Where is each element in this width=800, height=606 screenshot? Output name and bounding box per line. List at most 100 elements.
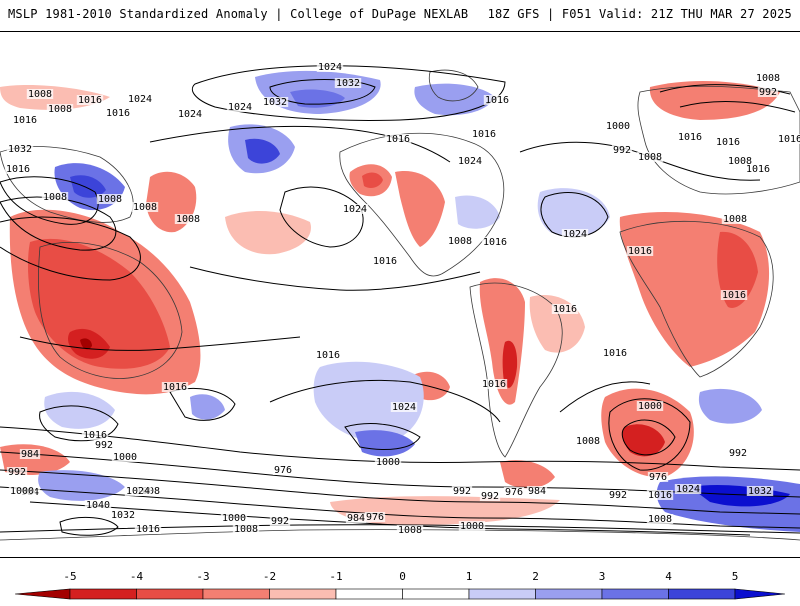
isobar-label-bg [226, 102, 254, 112]
colorbar-segment [69, 588, 137, 600]
isobar-label-bg [479, 491, 501, 501]
isobar-label: 992 [609, 490, 627, 501]
isobar-label-bg [480, 379, 508, 389]
pos-anomaly-north-atlantic [537, 188, 610, 237]
colorbar-tick-label: 1 [465, 570, 473, 583]
isobar-label: 1016 [373, 256, 397, 267]
isobar-1008-southern [0, 426, 800, 471]
pos-anomaly-antarctic-west [38, 470, 125, 501]
isobar-label: 1024 [458, 156, 482, 167]
isobar-label: 1008 [448, 236, 472, 247]
isobar-1024-south-pacific [344, 423, 421, 451]
isobar-label-bg [126, 94, 154, 104]
isobar-label: 1016 [746, 164, 770, 175]
pos-anomaly-south-atlantic [698, 388, 762, 424]
neg-anomaly-australia-min [80, 338, 92, 350]
isobar-label-bg [611, 145, 633, 155]
isobar-label-bg [41, 192, 69, 202]
isobar-label: 1016 [386, 134, 410, 145]
isobar-label: 992 [481, 491, 499, 502]
isobar-label-bg [754, 73, 782, 83]
pos-anomaly-tasman [190, 394, 225, 420]
isobar-label: 1016 [485, 95, 509, 106]
isobar-label-bg [46, 104, 74, 114]
isobar-label: 1032 [263, 97, 287, 108]
isobar-label: 1016 [482, 379, 506, 390]
isobar-label-bg [676, 132, 704, 142]
colorbar-tick-label: 2 [532, 570, 539, 583]
isobar-label-bg [636, 152, 664, 162]
isobar-label: 1024 [318, 62, 342, 73]
isobar-label: 1000 [113, 452, 137, 463]
neg-anomaly-andes-core [502, 340, 518, 388]
isobar-label-bg [84, 500, 112, 510]
colorbar-segment [601, 588, 669, 600]
isobar-label-bg [134, 524, 162, 534]
isobar-label: 992 [613, 145, 631, 156]
isobar-label-bg [26, 89, 54, 99]
isobar-label: 1016 [316, 350, 340, 361]
isobar-label: 1008 [398, 525, 422, 536]
isobar-label: 1008 [638, 152, 662, 163]
isobar-label: 1016 [778, 134, 800, 145]
isobar-label: 1024 [343, 204, 367, 215]
isobar-label: 1024 [126, 486, 150, 497]
isobar-label-bg [109, 510, 137, 520]
isobar-label-bg [371, 256, 399, 266]
isobar-label: 1016 [722, 290, 746, 301]
isobar-1024-north-pacific [279, 186, 364, 248]
isobar-label-bg [384, 134, 412, 144]
colorbar-tick-label: -4 [129, 570, 144, 583]
model-run-info: 18Z GFS | F051 Valid: 21Z THU MAR 27 202… [487, 7, 792, 21]
isobar-label: 1008 [576, 436, 600, 447]
colorbar: -5 -4 -3 -2 -1 0 1 2 3 4 5 [0, 570, 800, 600]
neg-anomaly-west-us-core [362, 172, 383, 188]
isobar-label: 1000 [606, 121, 630, 132]
isobar-label: 976 [366, 512, 384, 523]
isobar-label: 1040 [86, 500, 110, 511]
isobar-label: 1016 [678, 132, 702, 143]
isobar-label: 976 [274, 465, 292, 476]
coast-australia [38, 242, 183, 379]
isobar-label: 1000 [10, 486, 34, 497]
colorbar-tick-label: -3 [196, 570, 210, 583]
isobar-label-bg [483, 95, 511, 105]
isobar-label: 1024 [178, 109, 202, 120]
isobar-1016-africa [559, 381, 651, 413]
isobar-label-bg [131, 202, 159, 212]
coast-antarctica [0, 529, 800, 541]
isobar-label-bg [111, 452, 139, 462]
isobar-label-bg [626, 246, 654, 256]
isobar-label-bg [746, 486, 774, 496]
isobar-label-bg [364, 512, 386, 522]
isobar-label-bg [757, 87, 779, 97]
isobar-label: 1008 [133, 202, 157, 213]
colorbar-segment [269, 588, 337, 600]
pos-anomaly-south-pacific-core [355, 430, 415, 457]
isobar-label: 984 [347, 513, 365, 524]
isobar-label: 992 [729, 448, 747, 459]
isobar-label: 1008 [43, 192, 67, 203]
isobar-label: 1016 [716, 137, 740, 148]
isobar-label-bg [272, 465, 294, 475]
isobar-label-bg [727, 448, 749, 458]
isobar-label: 984 [21, 449, 39, 460]
isobar-label: 1008 [48, 104, 72, 115]
isobar-label: 1000 [222, 513, 246, 524]
isobar-label: 1016 [163, 382, 187, 393]
isobar-label-bg [11, 115, 39, 125]
map-title: MSLP 1981-2010 Standardized Anomaly | Co… [8, 7, 469, 21]
isobar-label-bg [269, 516, 291, 526]
colorbar-tick-label: 0 [399, 570, 406, 583]
colorbar-segment [734, 588, 786, 600]
isobar-label-bg [561, 229, 589, 239]
neg-anomaly-antarctic [330, 496, 560, 525]
isobar-label: 992 [95, 440, 113, 451]
isobar-label-bg [574, 436, 602, 446]
isobar-label-bg [93, 440, 115, 450]
isobar-label-bg [174, 214, 202, 224]
isobar-label-bg [341, 204, 369, 214]
isobar-label: 992 [8, 467, 26, 478]
isobar-label: 1016 [648, 490, 672, 501]
